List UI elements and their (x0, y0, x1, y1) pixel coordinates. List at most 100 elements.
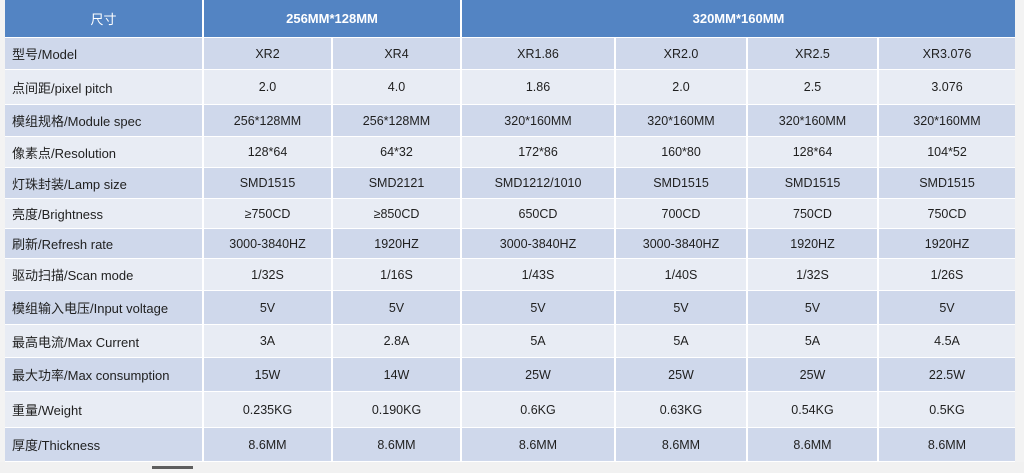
cell-xr2-0: 1/40S (616, 259, 748, 291)
row-lamp-size: 灯珠封装/Lamp size SMD1515 SMD2121 SMD1212/1… (5, 168, 1015, 199)
edge-marker (152, 466, 193, 469)
cell-xr4: 5V (333, 291, 462, 325)
cell-xr2: 256*128MM (204, 105, 333, 137)
cell-xr1-86: 1/43S (462, 259, 616, 291)
cell-xr3-076: 3.076 (879, 70, 1015, 105)
cell-xr1-86: SMD1212/1010 (462, 168, 616, 199)
row-refresh-rate: 刷新/Refresh rate 3000-3840HZ 1920HZ 3000-… (5, 229, 1015, 259)
row-input-voltage: 模组输入电压/Input voltage 5V 5V 5V 5V 5V 5V (5, 291, 1015, 325)
cell-xr2-5: 320*160MM (748, 105, 879, 137)
row-pixel-pitch: 点间距/pixel pitch 2.0 4.0 1.86 2.0 2.5 3.0… (5, 70, 1015, 105)
cell-xr3-076: 320*160MM (879, 105, 1015, 137)
row-model: 型号/Model XR2 XR4 XR1.86 XR2.0 XR2.5 XR3.… (5, 38, 1015, 70)
cell-xr1-86: 5A (462, 325, 616, 358)
cell-xr2: XR2 (204, 38, 333, 70)
cell-xr4: ≥850CD (333, 199, 462, 229)
cell-xr2-5: 5V (748, 291, 879, 325)
cell-xr2: 15W (204, 358, 333, 392)
cell-xr1-86: 25W (462, 358, 616, 392)
cell-xr2: 2.0 (204, 70, 333, 105)
cell-xr4: 1920HZ (333, 229, 462, 259)
row-scan-mode: 驱动扫描/Scan mode 1/32S 1/16S 1/43S 1/40S 1… (5, 259, 1015, 291)
cell-xr3-076: 0.5KG (879, 392, 1015, 428)
cell-xr1-86: XR1.86 (462, 38, 616, 70)
cell-xr4: 256*128MM (333, 105, 462, 137)
cell-xr1-86: 3000-3840HZ (462, 229, 616, 259)
cell-xr4: 2.8A (333, 325, 462, 358)
row-thickness: 厚度/Thickness 8.6MM 8.6MM 8.6MM 8.6MM 8.6… (5, 428, 1015, 462)
cell-xr2-0: 8.6MM (616, 428, 748, 462)
cell-xr2-0: XR2.0 (616, 38, 748, 70)
cell-xr3-076: 1920HZ (879, 229, 1015, 259)
cell-xr2: 1/32S (204, 259, 333, 291)
cell-xr2-0: 700CD (616, 199, 748, 229)
cell-xr4: SMD2121 (333, 168, 462, 199)
cell-xr3-076: 750CD (879, 199, 1015, 229)
row-label: 最高电流/Max Current (5, 325, 204, 358)
header-group-320x160: 320MM*160MM (462, 0, 1015, 38)
row-label: 亮度/Brightness (5, 199, 204, 229)
table-header-row: 尺寸 256MM*128MM 320MM*160MM (5, 0, 1015, 38)
cell-xr1-86: 650CD (462, 199, 616, 229)
row-label: 驱动扫描/Scan mode (5, 259, 204, 291)
cell-xr1-86: 1.86 (462, 70, 616, 105)
row-label: 灯珠封装/Lamp size (5, 168, 204, 199)
cell-xr4: 64*32 (333, 137, 462, 168)
cell-xr2: 128*64 (204, 137, 333, 168)
cell-xr3-076: 22.5W (879, 358, 1015, 392)
cell-xr3-076: 4.5A (879, 325, 1015, 358)
cell-xr2-5: 750CD (748, 199, 879, 229)
row-max-current: 最高电流/Max Current 3A 2.8A 5A 5A 5A 4.5A (5, 325, 1015, 358)
cell-xr1-86: 320*160MM (462, 105, 616, 137)
cell-xr2-5: 128*64 (748, 137, 879, 168)
cell-xr3-076: 8.6MM (879, 428, 1015, 462)
spec-table: 尺寸 256MM*128MM 320MM*160MM 型号/Model XR2 … (5, 0, 1015, 462)
cell-xr2: 3000-3840HZ (204, 229, 333, 259)
cell-xr2: ≥750CD (204, 199, 333, 229)
cell-xr2-0: 320*160MM (616, 105, 748, 137)
header-group-256x128: 256MM*128MM (204, 0, 462, 38)
row-module-spec: 模组规格/Module spec 256*128MM 256*128MM 320… (5, 105, 1015, 137)
cell-xr2-0: SMD1515 (616, 168, 748, 199)
cell-xr2-5: 25W (748, 358, 879, 392)
row-label: 模组输入电压/Input voltage (5, 291, 204, 325)
cell-xr3-076: XR3.076 (879, 38, 1015, 70)
cell-xr2: 0.235KG (204, 392, 333, 428)
row-label: 型号/Model (5, 38, 204, 70)
row-label: 重量/Weight (5, 392, 204, 428)
cell-xr2-0: 25W (616, 358, 748, 392)
cell-xr3-076: 104*52 (879, 137, 1015, 168)
row-brightness: 亮度/Brightness ≥750CD ≥850CD 650CD 700CD … (5, 199, 1015, 229)
bottom-edge (0, 462, 1024, 473)
cell-xr4: 4.0 (333, 70, 462, 105)
cell-xr1-86: 5V (462, 291, 616, 325)
cell-xr2-5: 0.54KG (748, 392, 879, 428)
cell-xr2: SMD1515 (204, 168, 333, 199)
row-label: 刷新/Refresh rate (5, 229, 204, 259)
row-label: 模组规格/Module spec (5, 105, 204, 137)
cell-xr4: 0.190KG (333, 392, 462, 428)
cell-xr3-076: 5V (879, 291, 1015, 325)
cell-xr2-5: SMD1515 (748, 168, 879, 199)
cell-xr2-0: 0.63KG (616, 392, 748, 428)
cell-xr1-86: 172*86 (462, 137, 616, 168)
row-label: 点间距/pixel pitch (5, 70, 204, 105)
row-weight: 重量/Weight 0.235KG 0.190KG 0.6KG 0.63KG 0… (5, 392, 1015, 428)
header-size-label: 尺寸 (5, 0, 204, 38)
cell-xr4: 14W (333, 358, 462, 392)
cell-xr2: 3A (204, 325, 333, 358)
row-resolution: 像素点/Resolution 128*64 64*32 172*86 160*8… (5, 137, 1015, 168)
cell-xr2: 8.6MM (204, 428, 333, 462)
cell-xr4: XR4 (333, 38, 462, 70)
cell-xr2-5: XR2.5 (748, 38, 879, 70)
row-label: 厚度/Thickness (5, 428, 204, 462)
cell-xr2-0: 160*80 (616, 137, 748, 168)
cell-xr2-5: 1920HZ (748, 229, 879, 259)
cell-xr2-5: 2.5 (748, 70, 879, 105)
row-label: 最大功率/Max consumption (5, 358, 204, 392)
cell-xr4: 8.6MM (333, 428, 462, 462)
cell-xr2-0: 5A (616, 325, 748, 358)
cell-xr4: 1/16S (333, 259, 462, 291)
row-max-consumption: 最大功率/Max consumption 15W 14W 25W 25W 25W… (5, 358, 1015, 392)
